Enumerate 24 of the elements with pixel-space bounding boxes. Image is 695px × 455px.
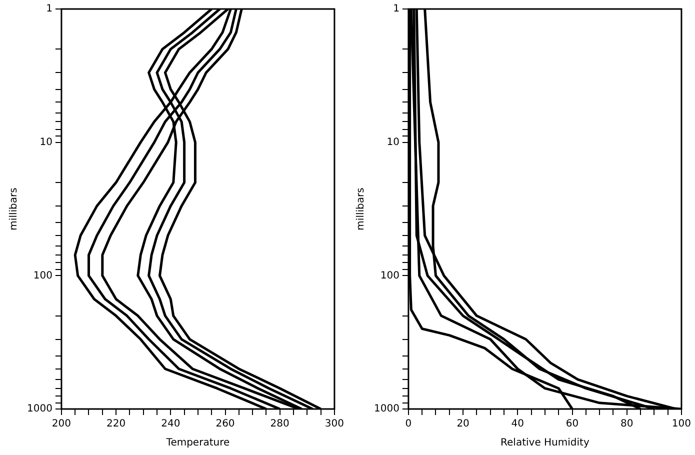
y-axis-title: millibars: [8, 188, 20, 230]
y-tick-label: 100: [33, 270, 52, 282]
x-tick-label: 200: [52, 418, 71, 430]
y-tick-label: 1000: [26, 404, 52, 415]
x-tick-label: 220: [106, 418, 126, 430]
y-tick-label: 1: [393, 4, 400, 15]
x-tick-label: 80: [620, 418, 634, 430]
x-tick-label: 20: [456, 418, 470, 430]
y-axis-title: millibars: [356, 188, 367, 230]
x-tick-label: 300: [324, 418, 344, 430]
y-tick-label: 10: [386, 136, 400, 148]
x-tick-label: 60: [566, 418, 579, 430]
y-tick-label: 1: [46, 4, 52, 15]
x-tick-label: 100: [672, 418, 692, 430]
y-tick-label: 100: [380, 270, 400, 282]
x-tick-label: 40: [511, 418, 524, 430]
x-tick-label: 0: [405, 418, 412, 430]
x-tick-label: 240: [161, 418, 180, 430]
x-tick-label: 280: [270, 418, 290, 430]
x-axis-title: Relative Humidity: [500, 438, 590, 449]
y-tick-label: 10: [40, 136, 52, 148]
y-tick-label: 1000: [374, 404, 400, 415]
x-axis-title: Temperature: [165, 438, 230, 449]
x-tick-label: 260: [216, 418, 235, 430]
